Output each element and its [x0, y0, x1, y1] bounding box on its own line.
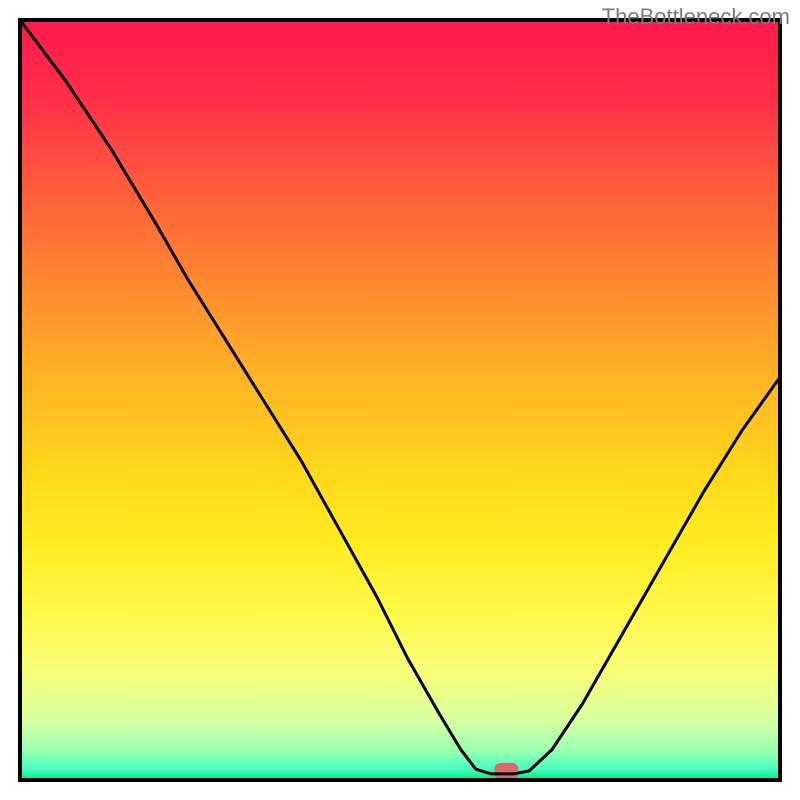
plot-background: [20, 20, 780, 780]
watermark-text: TheBottleneck.com: [602, 4, 790, 30]
bottleneck-chart: [0, 0, 800, 800]
chart-svg: [0, 0, 800, 800]
min-marker: [494, 763, 518, 779]
